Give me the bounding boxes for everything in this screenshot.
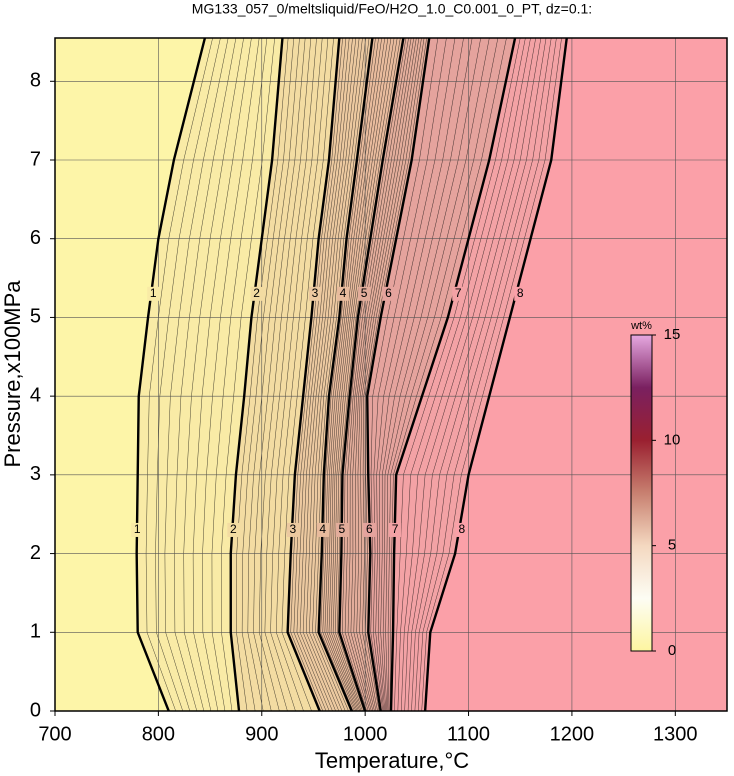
contour-label: 4	[340, 286, 347, 300]
contour-band	[287, 38, 373, 711]
contour-label: 1	[150, 286, 157, 300]
contour-line	[229, 38, 284, 711]
contour-label-bg	[389, 522, 402, 537]
contour-label-bg	[336, 286, 349, 301]
chart-title: MG133_057_0/meltsliquid/FeO/H2O_1.0_C0.0…	[192, 1, 592, 17]
contour-line	[338, 38, 405, 711]
contour-label: 6	[366, 522, 373, 536]
contour-label: 5	[339, 522, 346, 536]
y-tick-label: 4	[30, 384, 41, 406]
contour-band	[367, 38, 516, 711]
contour-label-bg	[335, 522, 348, 537]
x-axis-label: Temperature,°C	[315, 748, 469, 773]
contour-label-bg	[358, 286, 371, 301]
contour-label: 3	[289, 522, 296, 536]
contour-label: 3	[312, 286, 319, 300]
contour-label: 8	[458, 522, 465, 536]
contour-band	[391, 38, 567, 711]
colorbar-tick-label: 5	[668, 537, 676, 554]
contour-line	[135, 38, 207, 711]
plot-frame	[54, 37, 728, 712]
contour-label-bg	[514, 286, 527, 301]
contour-line	[389, 38, 517, 711]
contour-label: 7	[392, 522, 399, 536]
contour-line	[423, 38, 568, 711]
contour-label-bg	[250, 286, 263, 301]
colorbar	[630, 334, 653, 652]
y-tick-label: 0	[30, 699, 41, 721]
x-tick-label: 800	[142, 723, 175, 745]
contour-label-bg	[227, 522, 240, 537]
y-tick-label: 5	[30, 306, 41, 328]
x-tick-label: 700	[38, 723, 71, 745]
contour-label: 8	[517, 286, 524, 300]
contour-band	[318, 38, 404, 711]
colorbar-tick-label: 10	[664, 431, 681, 448]
contour-band	[230, 38, 340, 711]
y-axis-label: Pressure,x100MPa	[0, 280, 25, 468]
contour-label: 2	[253, 286, 260, 300]
y-tick-label: 2	[30, 542, 41, 564]
x-tick-label: 1300	[653, 723, 698, 745]
contour-line	[317, 38, 374, 711]
contour-label-bg	[316, 522, 329, 537]
x-tick-label: 900	[245, 723, 278, 745]
contour-label: 5	[361, 286, 368, 300]
x-tick-label: 1100	[447, 723, 490, 745]
x-tick-label: 1000	[343, 723, 388, 745]
contour-band	[339, 38, 430, 711]
contour-label: 2	[230, 522, 237, 536]
colorbar-label: wt%	[630, 320, 652, 332]
contour-label-bg	[455, 522, 468, 537]
contour-label-bg	[131, 522, 144, 537]
contour-label-bg	[452, 286, 465, 301]
contour-label: 7	[455, 286, 462, 300]
contour-label-bg	[286, 522, 299, 537]
y-tick-label: 6	[30, 227, 41, 249]
contour-line	[366, 38, 431, 711]
contour-label-bg	[363, 522, 376, 537]
x-tick-label: 1200	[550, 723, 595, 745]
contour-label: 6	[385, 286, 392, 300]
colorbar-tick-label: 15	[664, 326, 681, 343]
y-tick-label: 3	[30, 463, 41, 485]
y-tick-label: 8	[30, 70, 41, 92]
contour-line	[286, 38, 341, 711]
colorbar-tick-label: 0	[668, 642, 676, 659]
contour-label-bg	[147, 286, 160, 301]
y-tick-label: 7	[30, 148, 41, 170]
contour-label-bg	[382, 286, 395, 301]
contour-label: 1	[134, 522, 141, 536]
contour-label: 4	[319, 522, 326, 536]
contour-band	[55, 38, 205, 711]
y-tick-label: 1	[30, 621, 41, 643]
contour-label-bg	[309, 286, 322, 301]
